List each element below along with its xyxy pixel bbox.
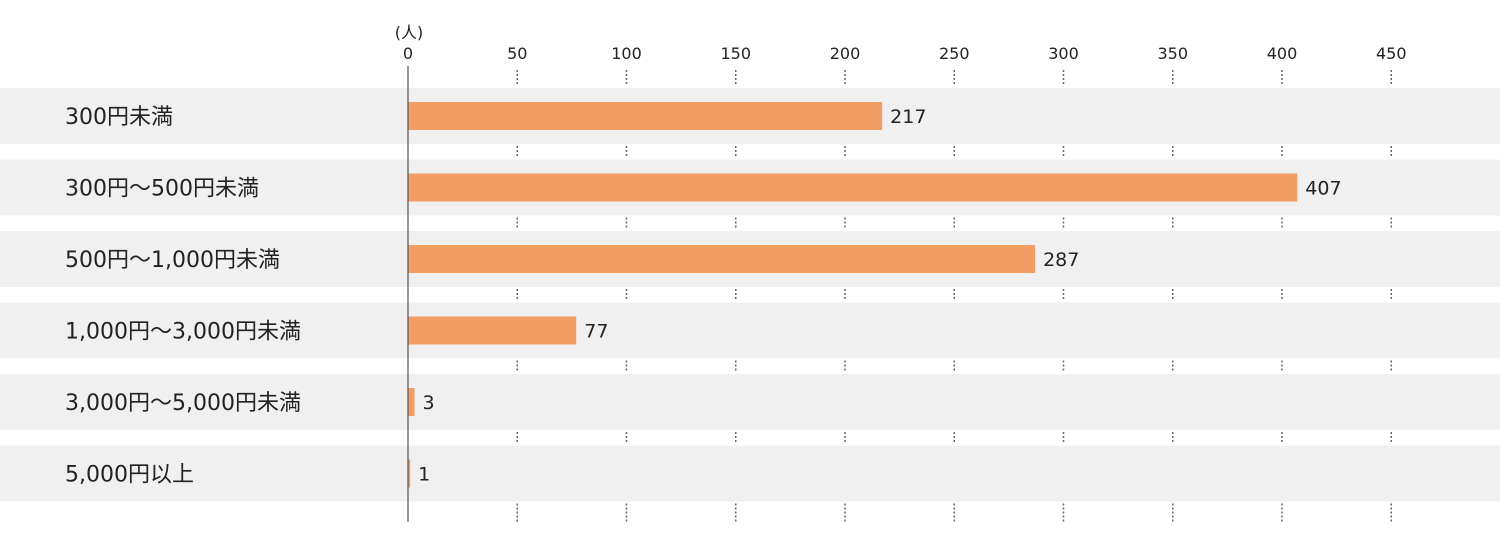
bar: [408, 102, 883, 130]
row-bands: [0, 88, 1500, 502]
value-label: 1: [418, 464, 430, 486]
tick-label: 450: [1376, 44, 1407, 63]
value-label: 217: [890, 106, 926, 128]
category-labels: 300円未満 300円～500円未満 500円～1,000円未満 1,000円～3,0…: [65, 105, 301, 488]
tick-label: 50: [507, 44, 527, 63]
row-band: [0, 302, 1500, 359]
tick-label: 400: [1267, 44, 1298, 63]
tick-label: 150: [720, 44, 751, 63]
bar: [408, 459, 411, 488]
tick-label: 0: [403, 44, 413, 63]
value-label: 407: [1305, 178, 1341, 200]
tick-label: 100: [611, 44, 642, 63]
row-band: [0, 374, 1500, 430]
category-label: 500円～1,000円未満: [65, 248, 280, 273]
category-label: 3,000円～5,000円未満: [65, 391, 301, 416]
value-label: 77: [584, 321, 608, 343]
tick-label: 350: [1157, 44, 1188, 63]
tick-label: 200: [830, 44, 861, 63]
bar: [408, 173, 1298, 202]
bar: [408, 316, 577, 345]
tick-label: 250: [939, 44, 970, 63]
category-label: 300円～500円未満: [65, 177, 259, 202]
bar: [408, 388, 415, 416]
category-label: 1,000円～3,000円未満: [65, 320, 301, 345]
category-label: 300円未満: [65, 105, 173, 130]
gridlines: [516, 70, 1392, 522]
row-band: [0, 445, 1500, 502]
bars: 217 407 287 77 3 1: [408, 102, 1342, 488]
value-label: 3: [423, 392, 435, 414]
value-label: 287: [1043, 249, 1079, 271]
category-label: 5,000円以上: [65, 463, 194, 488]
unit-label: (人): [395, 23, 424, 42]
tick-label: 300: [1048, 44, 1079, 63]
bar: [408, 245, 1036, 273]
x-axis-ticks: 0 50 100 150 200 250 300 350 400 450: [403, 44, 1407, 63]
